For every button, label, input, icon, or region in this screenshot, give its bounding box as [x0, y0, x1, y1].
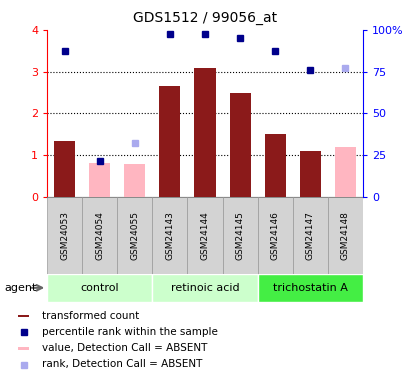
- Bar: [124, 164, 145, 197]
- Text: GSM24147: GSM24147: [305, 211, 314, 260]
- Bar: [222, 197, 257, 274]
- Bar: [334, 147, 355, 197]
- Bar: [299, 151, 320, 197]
- Text: trichostatin A: trichostatin A: [272, 283, 347, 293]
- Bar: [194, 68, 215, 197]
- Text: GSM24053: GSM24053: [60, 211, 69, 260]
- Bar: [47, 197, 82, 274]
- Bar: [152, 197, 187, 274]
- Text: GDS1512 / 99056_at: GDS1512 / 99056_at: [133, 11, 276, 25]
- Bar: [327, 197, 362, 274]
- Text: rank, Detection Call = ABSENT: rank, Detection Call = ABSENT: [42, 360, 202, 369]
- Bar: [89, 163, 110, 197]
- Bar: [18, 347, 29, 350]
- Text: GSM24054: GSM24054: [95, 211, 104, 260]
- Bar: [159, 86, 180, 197]
- Text: agent: agent: [4, 283, 36, 293]
- Bar: [292, 197, 327, 274]
- Bar: [264, 134, 285, 197]
- Bar: [47, 274, 152, 302]
- Text: transformed count: transformed count: [42, 311, 139, 321]
- Bar: [257, 274, 362, 302]
- Bar: [152, 274, 257, 302]
- Bar: [117, 197, 152, 274]
- Bar: [187, 197, 222, 274]
- Text: GSM24143: GSM24143: [165, 211, 174, 260]
- Bar: [82, 197, 117, 274]
- Text: value, Detection Call = ABSENT: value, Detection Call = ABSENT: [42, 343, 207, 353]
- Text: GSM24145: GSM24145: [235, 211, 244, 260]
- Text: retinoic acid: retinoic acid: [170, 283, 239, 293]
- Bar: [229, 93, 250, 197]
- Text: GSM24055: GSM24055: [130, 211, 139, 260]
- Bar: [257, 197, 292, 274]
- Bar: [18, 315, 29, 317]
- Text: control: control: [80, 283, 119, 293]
- Bar: [54, 141, 75, 197]
- Text: GSM24148: GSM24148: [340, 211, 349, 260]
- Text: GSM24146: GSM24146: [270, 211, 279, 260]
- Text: percentile rank within the sample: percentile rank within the sample: [42, 327, 217, 337]
- Text: GSM24144: GSM24144: [200, 211, 209, 260]
